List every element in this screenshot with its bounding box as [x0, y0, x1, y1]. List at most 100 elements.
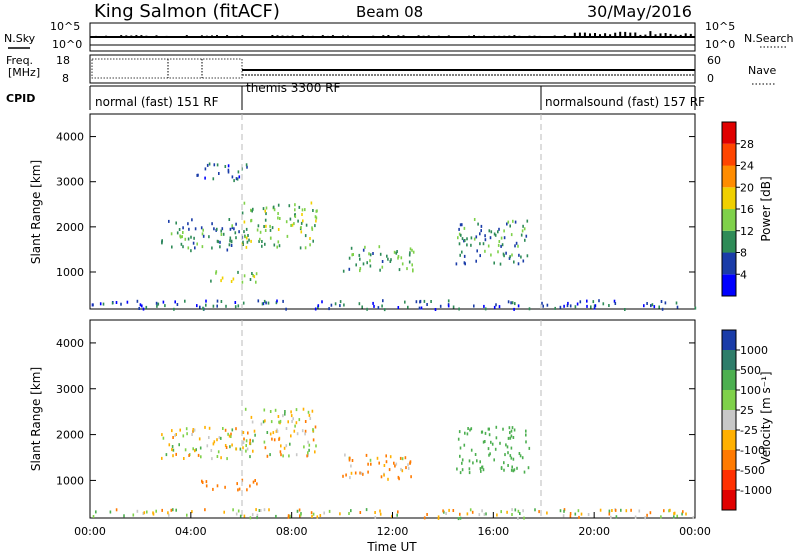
echo-cell-3 [369, 458, 372, 462]
velocity-colorbar-tick-label: -100 [740, 444, 765, 457]
echo-cell-2 [294, 203, 296, 207]
echo-cell-4 [472, 461, 474, 465]
echo-cell-4 [468, 471, 471, 475]
echo-cell-5 [644, 516, 646, 520]
echo-cell-4 [464, 431, 466, 435]
sky-noise-bar [160, 36, 163, 37]
echo-cell-3 [394, 464, 396, 468]
echo-cell-5 [461, 223, 463, 227]
echo-cell-5 [526, 219, 529, 223]
echo-cell-3 [224, 165, 227, 168]
echo-cell-5 [660, 515, 662, 519]
echo-cell-2 [250, 208, 252, 212]
echo-cell-3 [349, 456, 351, 460]
echo-cell-2 [304, 208, 306, 212]
echo-cell-6 [495, 303, 497, 307]
echo-cell-0 [181, 235, 183, 239]
echo-cell-0 [230, 244, 233, 247]
echo-cell-1 [243, 274, 246, 278]
echo-cell-0 [192, 447, 194, 451]
echo-cell-2 [311, 409, 314, 413]
echo-cell-2 [247, 431, 249, 435]
echo-cell-4 [381, 265, 384, 269]
echo-cell-2 [289, 217, 292, 221]
echo-cell-4 [488, 453, 490, 457]
sky-noise-bar [478, 35, 481, 37]
echo-cell-0 [187, 222, 189, 226]
echo-cell-1 [205, 480, 208, 484]
echo-cell-5 [526, 254, 529, 258]
echo-cell-6 [439, 304, 442, 308]
echo-cell-3 [348, 458, 351, 462]
sky-noise-bar [216, 35, 218, 37]
echo-cell-6 [377, 306, 380, 310]
velocity-colorbar-label: Velocity [m s⁻¹] [759, 371, 773, 464]
echo-cell-5 [692, 516, 695, 520]
echo-cell-6 [484, 307, 487, 311]
echo-cell-4 [463, 443, 466, 447]
echo-cell-3 [385, 454, 387, 458]
echo-cell-4 [516, 466, 518, 470]
echo-cell-2 [243, 437, 245, 441]
echo-cell-0 [175, 221, 177, 225]
echo-cell-6 [142, 307, 145, 311]
echo-cell-0 [187, 237, 190, 241]
echo-cell-5 [161, 508, 163, 512]
echo-cell-6 [173, 307, 175, 311]
echo-cell-2 [246, 240, 249, 244]
echo-cell-0 [220, 456, 222, 460]
echo-cell-2 [272, 205, 275, 209]
echo-cell-5 [172, 508, 174, 512]
sky-noise-bar [120, 35, 123, 37]
x-tick-label: 04:00 [175, 525, 207, 538]
sky-noise-bar [679, 34, 682, 37]
echo-cell-5 [501, 243, 504, 247]
echo-cell-2 [285, 427, 288, 430]
echo-cell-0 [245, 227, 248, 231]
echo-cell-3 [389, 455, 392, 459]
sky-noise-bar [180, 36, 183, 37]
echo-cell-2 [276, 429, 279, 433]
echo-cell-5 [513, 260, 515, 264]
echo-cell-4 [512, 469, 515, 473]
echo-cell-2 [293, 429, 296, 433]
echo-cell-0 [171, 448, 173, 452]
echo-cell-2 [292, 417, 294, 421]
echo-cell-0 [231, 443, 233, 447]
echo-cell-5 [256, 513, 259, 517]
sky-noise-bar [483, 35, 486, 37]
echo-cell-4 [482, 440, 485, 444]
echo-cell-2 [312, 428, 314, 432]
echo-cell-1 [230, 280, 233, 283]
echo-cell-5 [577, 509, 580, 513]
echo-cell-0 [230, 432, 232, 436]
echo-cell-4 [412, 268, 414, 272]
echo-cell-2 [315, 209, 318, 213]
echo-cell-0 [192, 428, 195, 431]
echo-cell-2 [265, 212, 267, 216]
echo-cell-4 [481, 465, 484, 469]
echo-cell-4 [390, 258, 392, 262]
echo-cell-6 [225, 304, 227, 308]
echo-cell-5 [502, 252, 505, 256]
sky-noise-bar [427, 35, 430, 37]
velocity-colorbar-swatch [722, 470, 736, 490]
echo-cell-4 [467, 427, 469, 430]
echo-cell-4 [476, 459, 478, 463]
echo-cell-5 [186, 513, 188, 517]
echo-cell-6 [234, 305, 237, 309]
echo-cell-6 [328, 307, 330, 311]
echo-cell-2 [302, 407, 305, 411]
echo-cell-2 [261, 244, 263, 248]
echo-cell-0 [165, 453, 168, 457]
echo-cell-4 [468, 459, 471, 463]
echo-cell-6 [366, 307, 368, 311]
echo-cell-6 [120, 302, 122, 306]
echo-cell-2 [290, 414, 293, 418]
sky-noise-bar [473, 35, 475, 37]
echo-cell-2 [243, 230, 245, 234]
echo-cell-2 [282, 414, 284, 418]
echo-cell-2 [272, 431, 275, 435]
sky-noise-bar [115, 36, 118, 37]
